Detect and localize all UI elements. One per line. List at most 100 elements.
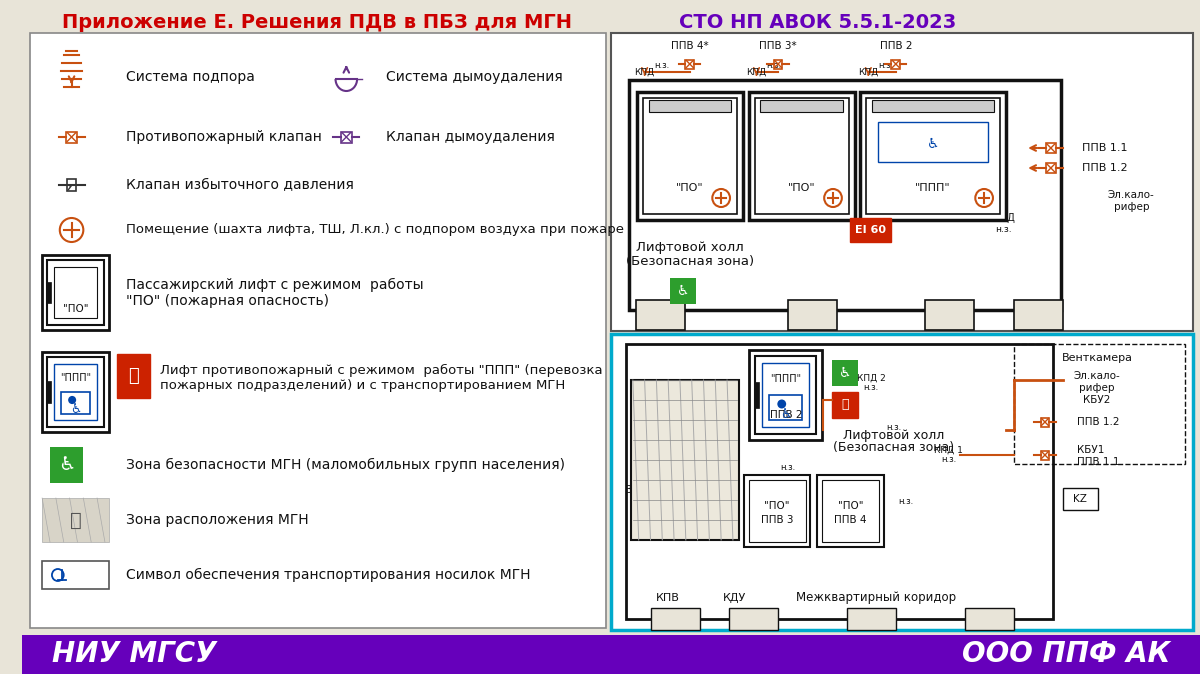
- Bar: [626, 344, 1052, 619]
- Text: КПД: КПД: [635, 67, 655, 77]
- Text: ППВ 4: ППВ 4: [834, 515, 866, 525]
- Bar: [761, 100, 842, 112]
- Text: ♿: ♿: [58, 456, 76, 474]
- Circle shape: [778, 400, 786, 408]
- Bar: [965, 608, 1014, 630]
- Bar: [643, 98, 737, 214]
- Bar: [116, 354, 150, 398]
- Bar: [48, 381, 52, 403]
- Text: Пассажирский лифт с режимом  работы: Пассажирский лифт с режимом работы: [126, 278, 424, 292]
- Text: "ППП": "ППП": [60, 373, 91, 383]
- Bar: [637, 92, 743, 220]
- Bar: [23, 635, 1200, 674]
- Bar: [629, 80, 1061, 310]
- Bar: [1063, 488, 1098, 510]
- Text: Приложение Е. Решения ПДВ в ПБЗ для МГН: Приложение Е. Решения ПДВ в ПБЗ для МГН: [62, 13, 572, 32]
- Text: Клапан дымоудаления: Клапан дымоудаления: [385, 130, 554, 144]
- Text: КПД 1: КПД 1: [935, 446, 964, 454]
- Bar: [847, 608, 896, 630]
- Bar: [50, 447, 83, 483]
- Text: ♿: ♿: [677, 284, 689, 298]
- Text: Эл.кало-: Эл.кало-: [1074, 371, 1121, 381]
- Bar: [48, 260, 103, 325]
- Text: "ПО": "ПО": [676, 183, 703, 193]
- Bar: [769, 395, 802, 420]
- Text: Зона безопасности МГН (маломобильных групп населения): Зона безопасности МГН (маломобильных гру…: [126, 458, 564, 472]
- Text: Межквартирный коридор: Межквартирный коридор: [796, 592, 956, 605]
- Text: (Безопасная зона): (Безопасная зона): [833, 441, 954, 454]
- Text: ВПВ 1: ВПВ 1: [625, 485, 656, 495]
- Bar: [1046, 143, 1056, 153]
- Text: ППВ 1.1: ППВ 1.1: [1082, 143, 1128, 153]
- Bar: [631, 380, 739, 540]
- Text: KZ: KZ: [1073, 494, 1087, 504]
- Text: КДУ: КДУ: [724, 593, 746, 603]
- Bar: [822, 480, 880, 542]
- Text: н.з.: н.з.: [862, 497, 877, 506]
- Bar: [1014, 344, 1186, 464]
- Bar: [755, 356, 816, 434]
- Text: ППВ 1.2: ППВ 1.2: [1082, 163, 1128, 173]
- Text: "ПО": "ПО": [62, 304, 89, 314]
- Bar: [685, 59, 694, 69]
- Bar: [860, 92, 1006, 220]
- Bar: [67, 179, 76, 191]
- Text: Клапан избыточного давления: Клапан избыточного давления: [126, 178, 354, 192]
- Bar: [611, 33, 1193, 331]
- Text: НИУ МГСУ: НИУ МГСУ: [52, 640, 216, 668]
- Bar: [42, 498, 109, 542]
- Bar: [774, 59, 782, 69]
- Text: "ППП": "ППП": [770, 374, 800, 384]
- Text: ♿: ♿: [70, 403, 82, 416]
- Bar: [817, 475, 884, 547]
- Bar: [925, 300, 974, 330]
- Bar: [744, 475, 810, 547]
- Text: "ПО": "ПО": [838, 501, 864, 511]
- Text: КБУ2: КБУ2: [1084, 395, 1111, 405]
- Bar: [648, 100, 731, 112]
- Text: КПВ: КПВ: [656, 593, 680, 603]
- Bar: [611, 334, 1193, 630]
- Bar: [755, 382, 758, 408]
- Bar: [636, 300, 685, 330]
- Text: ППВ 2: ППВ 2: [880, 41, 912, 51]
- Text: Система дымоудаления: Система дымоудаления: [385, 70, 563, 84]
- Text: 🏗: 🏗: [70, 510, 82, 530]
- Bar: [42, 561, 109, 589]
- Text: н.з.: н.з.: [878, 61, 894, 71]
- Bar: [872, 100, 994, 112]
- Text: н.з.: н.з.: [767, 61, 781, 71]
- Bar: [832, 392, 858, 418]
- Text: рифер: рифер: [1079, 383, 1115, 393]
- Text: EI 60: EI 60: [854, 225, 886, 235]
- Bar: [788, 300, 836, 330]
- Text: КПД: КПД: [858, 67, 878, 77]
- Bar: [42, 255, 109, 330]
- Text: ООО ППФ АК: ООО ППФ АК: [962, 640, 1170, 668]
- Bar: [1014, 300, 1063, 330]
- Bar: [1040, 417, 1049, 427]
- Bar: [755, 98, 848, 214]
- Text: Лифтовой холл: Лифтовой холл: [636, 241, 744, 255]
- Text: Зона расположения МГН: Зона расположения МГН: [126, 513, 308, 527]
- Bar: [670, 278, 696, 304]
- Bar: [48, 357, 103, 427]
- Text: ППВ 3*: ППВ 3*: [760, 41, 797, 51]
- Text: н.з.: н.з.: [780, 464, 796, 472]
- Bar: [66, 131, 77, 142]
- Bar: [30, 33, 606, 628]
- Bar: [866, 98, 1000, 214]
- Bar: [850, 218, 890, 242]
- Text: "ПО": "ПО": [788, 183, 816, 193]
- Bar: [832, 360, 858, 386]
- Text: ППВ 3: ППВ 3: [761, 515, 793, 525]
- Text: н.з.: н.з.: [887, 423, 901, 433]
- Circle shape: [68, 396, 76, 404]
- Bar: [341, 131, 352, 142]
- Text: рифер: рифер: [1114, 202, 1150, 212]
- Text: Эл.кало-: Эл.кало-: [1108, 190, 1154, 200]
- Text: Лифт противопожарный с режимом  работы "ППП" (перевозка: Лифт противопожарный с режимом работы "П…: [160, 363, 602, 377]
- Text: КПД 2: КПД 2: [857, 373, 886, 383]
- Text: КПД: КПД: [992, 213, 1015, 223]
- Bar: [878, 122, 988, 162]
